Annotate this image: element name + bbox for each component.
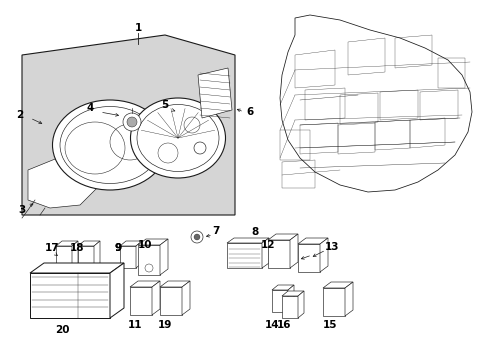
Polygon shape [160, 281, 190, 287]
Ellipse shape [52, 100, 167, 190]
Polygon shape [323, 288, 345, 316]
Text: 16: 16 [276, 320, 291, 330]
Text: 20: 20 [55, 325, 69, 335]
Text: 11: 11 [127, 320, 142, 330]
Polygon shape [152, 281, 160, 315]
Text: 8: 8 [251, 227, 258, 237]
Polygon shape [78, 246, 94, 268]
Polygon shape [160, 239, 168, 275]
Text: 9: 9 [114, 243, 122, 253]
Text: 19: 19 [158, 320, 172, 330]
Polygon shape [72, 241, 78, 268]
Polygon shape [22, 35, 235, 215]
Polygon shape [78, 241, 100, 246]
Polygon shape [297, 238, 327, 244]
Polygon shape [297, 244, 319, 272]
Polygon shape [271, 290, 287, 312]
Polygon shape [130, 287, 152, 315]
Polygon shape [30, 273, 110, 318]
Text: 15: 15 [322, 320, 337, 330]
Polygon shape [28, 155, 100, 208]
Polygon shape [262, 238, 268, 268]
Polygon shape [267, 240, 289, 268]
Polygon shape [271, 285, 293, 290]
Polygon shape [138, 245, 160, 275]
Polygon shape [198, 68, 231, 118]
Text: 3: 3 [19, 205, 25, 215]
Polygon shape [138, 239, 168, 245]
Polygon shape [323, 282, 352, 288]
Polygon shape [319, 238, 327, 272]
Text: 6: 6 [246, 107, 253, 117]
Polygon shape [267, 234, 297, 240]
Text: 10: 10 [138, 240, 152, 250]
Text: 14: 14 [264, 320, 279, 330]
Polygon shape [120, 241, 142, 246]
Polygon shape [226, 243, 262, 268]
Text: 7: 7 [212, 226, 219, 236]
Polygon shape [282, 296, 297, 318]
Polygon shape [94, 241, 100, 268]
Polygon shape [289, 234, 297, 268]
Polygon shape [30, 263, 124, 273]
Polygon shape [120, 246, 136, 268]
Text: 1: 1 [134, 23, 142, 33]
Circle shape [123, 113, 141, 131]
Circle shape [127, 117, 137, 127]
Text: 2: 2 [16, 110, 23, 120]
Text: 5: 5 [161, 100, 168, 110]
Circle shape [191, 231, 203, 243]
Polygon shape [160, 287, 182, 315]
Polygon shape [182, 281, 190, 315]
Polygon shape [297, 291, 304, 318]
Text: 9: 9 [114, 243, 122, 253]
Polygon shape [345, 282, 352, 316]
Polygon shape [56, 241, 78, 246]
Polygon shape [287, 285, 293, 312]
Text: 12: 12 [260, 240, 275, 250]
Polygon shape [56, 246, 72, 268]
Circle shape [194, 234, 200, 240]
Text: 18: 18 [70, 243, 84, 253]
Polygon shape [280, 15, 471, 192]
Polygon shape [130, 281, 160, 287]
Ellipse shape [130, 98, 225, 178]
Text: 17: 17 [44, 243, 59, 253]
Polygon shape [110, 263, 124, 318]
Polygon shape [282, 291, 304, 296]
Text: 4: 4 [86, 103, 94, 113]
Polygon shape [136, 241, 142, 268]
Text: 13: 13 [324, 242, 339, 252]
Polygon shape [226, 238, 268, 243]
